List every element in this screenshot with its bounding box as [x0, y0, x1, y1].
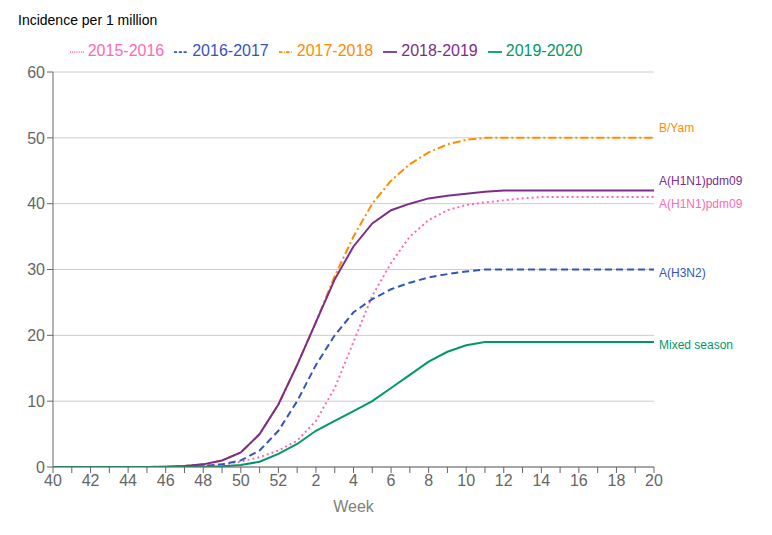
svg-text:2: 2	[311, 472, 320, 489]
html-text:2019-2020: 2019-2020	[505, 42, 583, 59]
svg-text:50: 50	[232, 472, 250, 489]
svg-text:40: 40	[27, 195, 45, 212]
svg-text:6: 6	[387, 472, 396, 489]
svg-text:18: 18	[608, 472, 626, 489]
svg-text:14: 14	[532, 472, 550, 489]
svg-text:50: 50	[27, 130, 45, 147]
svg-text:12: 12	[495, 472, 513, 489]
svg-text:0: 0	[36, 459, 45, 476]
svg-text:A(H3N2): A(H3N2)	[659, 266, 706, 280]
svg-text:52: 52	[269, 472, 287, 489]
svg-text:60: 60	[27, 64, 45, 81]
html-text:2017-2018: 2017-2018	[296, 42, 374, 59]
svg-text:44: 44	[119, 472, 137, 489]
svg-text:42: 42	[82, 472, 100, 489]
svg-text:48: 48	[194, 472, 212, 489]
html-text:2016-2017: 2016-2017	[192, 42, 269, 59]
html-text:2018-2019: 2018-2019	[401, 42, 478, 59]
svg-text:20: 20	[27, 327, 45, 344]
svg-text:10: 10	[27, 393, 45, 410]
svg-text:46: 46	[157, 472, 175, 489]
svg-text:4: 4	[349, 472, 358, 489]
svg-text:Mixed season: Mixed season	[659, 338, 733, 352]
svg-text:10: 10	[457, 472, 475, 489]
svg-text:A(H1N1)pdm09: A(H1N1)pdm09	[659, 174, 743, 188]
svg-text:A(H1N1)pdm09: A(H1N1)pdm09	[659, 197, 743, 211]
svg-text:Week: Week	[333, 498, 375, 515]
svg-text:8: 8	[424, 472, 433, 489]
svg-text:B/Yam: B/Yam	[659, 121, 694, 135]
svg-text:16: 16	[570, 472, 588, 489]
html-text:Incidence per 1 million: Incidence per 1 million	[18, 12, 158, 28]
svg-text:40: 40	[44, 472, 62, 489]
html-text:2015-2016: 2015-2016	[87, 42, 165, 59]
svg-text:20: 20	[645, 472, 663, 489]
svg-text:30: 30	[27, 261, 45, 278]
